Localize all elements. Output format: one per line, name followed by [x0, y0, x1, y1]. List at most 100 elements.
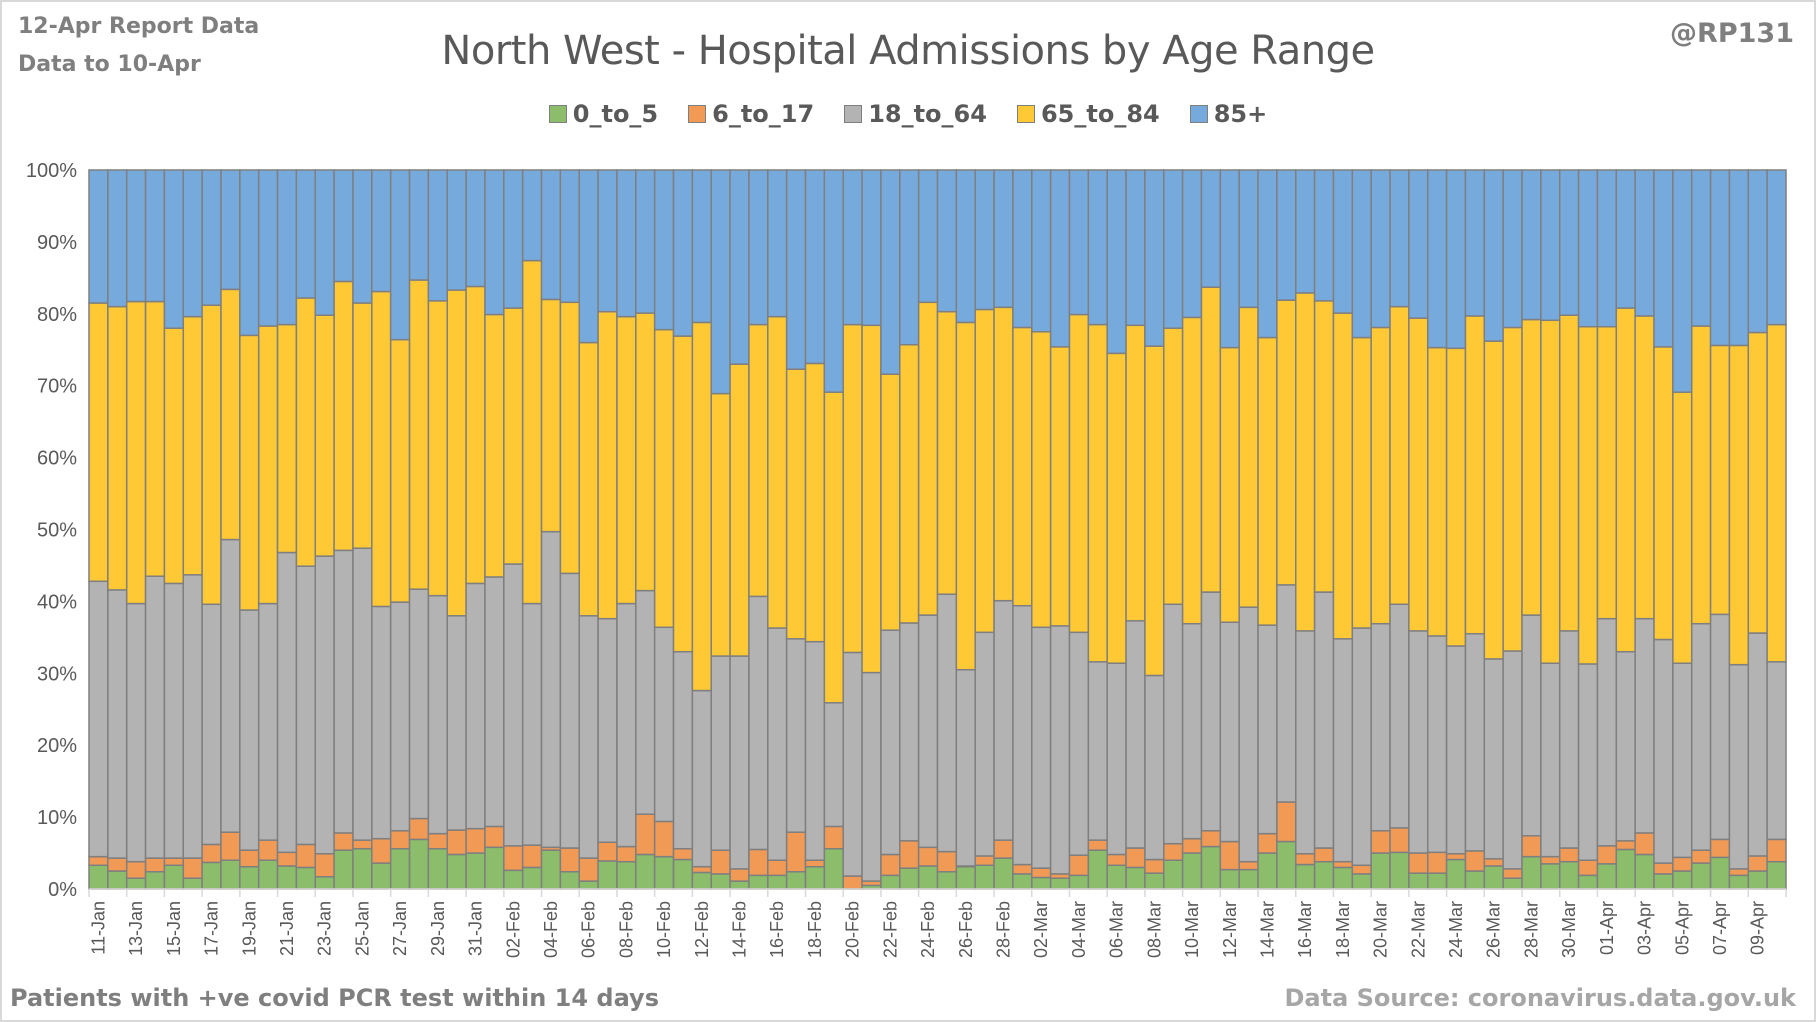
- bar-segment-0-to-5: [144, 870, 166, 890]
- bar-segment-18-to-64: [1332, 638, 1354, 863]
- bar-segment-85-plus: [1709, 169, 1731, 347]
- bar-segment-18-to-64: [1031, 626, 1052, 869]
- bar-segment-6-to-17: [842, 875, 863, 890]
- bar-segment-85-plus: [710, 169, 731, 395]
- bar-segment-0-to-5: [1596, 863, 1618, 890]
- bar-segment-6-to-17: [408, 817, 430, 841]
- bar-segment-0-to-5: [1031, 876, 1052, 890]
- bar-segment-85-plus: [1653, 169, 1674, 348]
- bar-group: [1747, 169, 1768, 890]
- bar-segment-0-to-5: [201, 861, 222, 890]
- bar-segment-6-to-17: [371, 837, 392, 864]
- bar-segment-65-to-84: [1144, 345, 1165, 677]
- bar-segment-65-to-84: [955, 321, 976, 671]
- bar-segment-0-to-5: [993, 857, 1014, 890]
- bar-segment-0-to-5: [1540, 863, 1561, 890]
- bar-segment-18-to-64: [899, 622, 920, 842]
- bar-segment-85-plus: [314, 169, 335, 316]
- bar-segment-85-plus: [1577, 169, 1599, 328]
- bar-segment-0-to-5: [1068, 874, 1090, 890]
- bar-segment-85-plus: [1049, 169, 1071, 348]
- bar-segment-6-to-17: [785, 831, 807, 873]
- bar-group: [540, 169, 562, 890]
- bar-segment-65-to-84: [201, 304, 222, 606]
- bar-segment-18-to-64: [559, 572, 580, 849]
- bar-segment-65-to-84: [823, 391, 844, 704]
- x-tick-label: 24-Mar: [1446, 901, 1466, 958]
- bar-segment-65-to-84: [295, 297, 317, 567]
- x-tick-label: 10-Feb: [654, 901, 674, 958]
- bar-segment-0-to-5: [484, 846, 505, 890]
- bar-group: [823, 169, 844, 890]
- bar-segment-85-plus: [936, 169, 958, 313]
- bar-segment-6-to-17: [1483, 858, 1504, 867]
- bar-segment-18-to-64: [785, 638, 807, 833]
- legend-label-18-to-64: 18_to_64: [868, 100, 987, 128]
- bar-segment-65-to-84: [1540, 319, 1561, 664]
- bar-segment-85-plus: [371, 169, 392, 293]
- bar-segment-85-plus: [880, 169, 901, 375]
- bar-group: [257, 169, 279, 890]
- bar-group: [465, 169, 486, 890]
- legend-label-65-to-84: 65_to_84: [1040, 100, 1160, 128]
- bar-segment-18-to-64: [314, 555, 335, 855]
- bar-group: [936, 169, 958, 890]
- bar-segment-6-to-17: [597, 841, 618, 862]
- bar-segment-0-to-5: [672, 858, 694, 890]
- bar-group: [144, 169, 166, 890]
- bar-segment-18-to-64: [993, 599, 1014, 841]
- bar-segment-6-to-17: [1087, 839, 1108, 851]
- bar-segment-18-to-64: [691, 689, 712, 868]
- bar-group: [1257, 169, 1278, 890]
- bar-segment-18-to-64: [672, 650, 694, 850]
- bar-segment-0-to-5: [1087, 849, 1108, 890]
- bar-segment-65-to-84: [1276, 299, 1297, 586]
- bar-segment-6-to-17: [1426, 851, 1448, 874]
- data-source: Data Source: coronavirus.data.gov.uk: [1284, 984, 1797, 1012]
- legend-swatch-85-plus: [1189, 105, 1208, 123]
- bar-segment-85-plus: [352, 169, 373, 304]
- bar-group: [974, 169, 995, 890]
- bar-segment-6-to-17: [729, 868, 750, 882]
- bar-segment-6-to-17: [257, 839, 279, 861]
- bar-group: [861, 169, 882, 890]
- x-tick-label: 14-Feb: [730, 901, 750, 958]
- bar-group: [691, 169, 712, 890]
- bar-group: [559, 169, 580, 890]
- bar-segment-65-to-84: [748, 323, 769, 598]
- bar-segment-6-to-17: [484, 825, 505, 849]
- bar-segment-0-to-5: [823, 847, 844, 890]
- bar-segment-18-to-64: [465, 582, 486, 830]
- bar-group: [1445, 169, 1467, 890]
- bar-segment-18-to-64: [1747, 632, 1768, 857]
- x-tick-label: 22-Mar: [1408, 901, 1428, 958]
- bar-segment-65-to-84: [597, 310, 618, 620]
- x-tick-label: 10-Mar: [1182, 901, 1202, 958]
- bar-segment-0-to-5: [1238, 868, 1259, 890]
- bar-group: [785, 169, 807, 890]
- bar-segment-85-plus: [333, 169, 354, 283]
- bar-segment-65-to-84: [465, 285, 486, 585]
- bar-segment-18-to-64: [1351, 627, 1372, 867]
- bar-segment-85-plus: [616, 169, 637, 318]
- bar-segment-6-to-17: [1276, 801, 1297, 843]
- bar-segment-85-plus: [1276, 169, 1297, 301]
- bar-segment-65-to-84: [767, 315, 788, 629]
- bar-group: [1068, 169, 1090, 890]
- bar-segment-65-to-84: [333, 280, 354, 552]
- bar-group: [408, 169, 430, 890]
- bar-segment-85-plus: [1766, 169, 1787, 326]
- bar-group: [125, 169, 147, 890]
- bar-group: [1596, 169, 1618, 890]
- bar-segment-6-to-17: [1709, 838, 1731, 859]
- bar-segment-0-to-5: [1332, 866, 1354, 890]
- bar-group: [484, 169, 505, 890]
- bar-segment-0-to-5: [1106, 864, 1127, 890]
- bar-segment-6-to-17: [559, 847, 580, 873]
- author-handle: @RP131: [1670, 18, 1794, 49]
- bar-segment-0-to-5: [521, 866, 543, 890]
- bar-segment-0-to-5: [1766, 860, 1787, 890]
- bar-segment-65-to-84: [559, 301, 580, 575]
- bar-segment-6-to-17: [1181, 837, 1203, 854]
- bar-group: [1031, 169, 1052, 890]
